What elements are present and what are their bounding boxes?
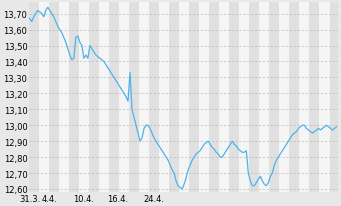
Bar xyxy=(199,4,209,192)
Bar xyxy=(139,4,149,192)
Bar xyxy=(219,4,229,192)
Bar xyxy=(239,4,249,192)
Bar xyxy=(259,4,269,192)
Bar xyxy=(320,4,329,192)
Bar xyxy=(179,4,189,192)
Bar xyxy=(59,4,69,192)
Bar xyxy=(159,4,169,192)
Bar xyxy=(79,4,89,192)
Bar xyxy=(39,4,49,192)
Bar xyxy=(119,4,129,192)
Bar xyxy=(99,4,109,192)
Bar xyxy=(299,4,309,192)
Bar xyxy=(279,4,290,192)
